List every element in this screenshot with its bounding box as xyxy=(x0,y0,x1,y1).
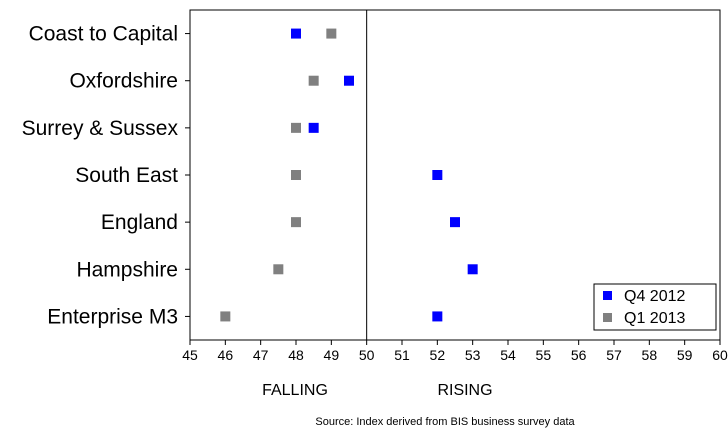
point-q1-2013-surrey-sussex xyxy=(291,122,301,133)
data-points xyxy=(220,28,478,322)
point-q4-2012-oxfordshire xyxy=(344,75,354,86)
x-tick-label-56: 56 xyxy=(571,347,587,363)
x-tick-label-60: 60 xyxy=(712,347,728,363)
rising-label: RISING xyxy=(437,382,492,399)
x-tick-label-50: 50 xyxy=(359,347,375,363)
x-tick-label-52: 52 xyxy=(430,347,446,363)
x-tick-label-54: 54 xyxy=(500,347,516,363)
category-label-enterprise-m3: Enterprise M3 xyxy=(47,305,178,328)
x-tick-label-57: 57 xyxy=(606,347,622,363)
legend-label-q4-2012: Q4 2012 xyxy=(624,288,685,305)
y-axis-ticks xyxy=(185,33,190,317)
legend-swatch-q4-2012 xyxy=(603,291,612,300)
legend: Q4 2012 Q1 2013 xyxy=(593,283,717,331)
legend-label-q1-2013: Q1 2013 xyxy=(624,310,685,327)
x-tick-label-46: 46 xyxy=(218,347,234,363)
point-q1-2013-england xyxy=(291,217,301,228)
x-tick-label-49: 49 xyxy=(324,347,340,363)
point-q4-2012-south-east xyxy=(432,170,443,180)
point-q4-2012-hampshire xyxy=(467,264,478,275)
point-q1-2013-enterprise-m3 xyxy=(220,311,231,322)
category-labels: Coast to Capital Oxfordshire Surrey & Suss… xyxy=(22,23,179,329)
x-tick-label-47: 47 xyxy=(253,347,269,363)
source-note: Source: Index derived from BIS business … xyxy=(315,416,575,428)
category-label-coast-to-capital: Coast to Capital xyxy=(29,23,178,46)
point-q1-2013-coast-to-capital xyxy=(326,28,337,39)
x-tick-label-51: 51 xyxy=(394,347,410,363)
point-q4-2012-england xyxy=(450,217,460,228)
x-axis: 45 46 47 48 49 50 51 52 53 54 55 56 57 58 59 60 xyxy=(182,340,728,363)
point-q1-2013-oxfordshire xyxy=(308,75,319,86)
point-q4-2012-enterprise-m3 xyxy=(432,311,443,322)
x-tick-label-59: 59 xyxy=(677,347,693,363)
x-tick-label-58: 58 xyxy=(642,347,658,363)
point-q4-2012-surrey-sussex xyxy=(308,122,319,133)
x-tick-label-48: 48 xyxy=(288,347,304,363)
legend-swatch-q1-2013 xyxy=(603,313,612,322)
x-tick-label-55: 55 xyxy=(536,347,552,363)
category-label-england: England xyxy=(101,211,178,234)
point-q1-2013-hampshire xyxy=(273,264,284,275)
category-label-surrey-sussex: Surrey & Sussex xyxy=(22,117,179,140)
falling-label: FALLING xyxy=(262,382,328,399)
category-label-south-east: South East xyxy=(75,164,178,187)
x-tick-label-45: 45 xyxy=(182,347,198,363)
point-q4-2012-coast-to-capital xyxy=(291,28,301,39)
category-label-hampshire: Hampshire xyxy=(76,258,178,281)
x-tick-label-53: 53 xyxy=(465,347,481,363)
point-q1-2013-south-east xyxy=(291,170,301,180)
category-label-oxfordshire: Oxfordshire xyxy=(69,70,178,93)
legend-box xyxy=(593,283,717,331)
